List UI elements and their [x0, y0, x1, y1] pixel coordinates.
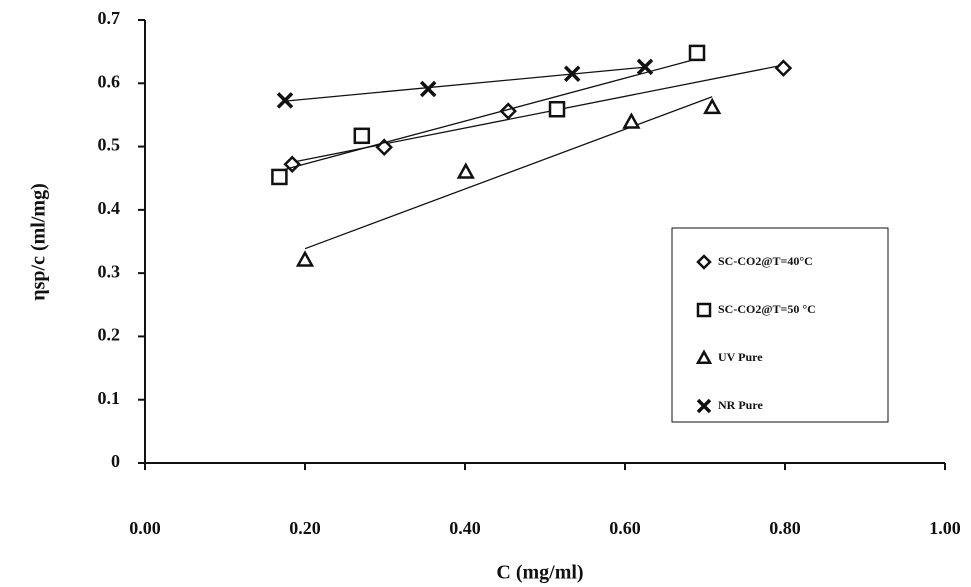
y-tick-label: 0.4	[98, 198, 121, 218]
point	[690, 46, 704, 60]
x-tick-label: 0.60	[609, 518, 641, 538]
chart: C (mg/ml) ηsp/c (ml/mg) 0 0.1 0.2 0.3 0.4 0.5…	[0, 0, 971, 587]
point	[421, 82, 435, 96]
legend-label: SC-CO2@T=50 °C	[718, 302, 816, 316]
point	[624, 115, 638, 128]
x-tick-label: 1.00	[929, 518, 961, 538]
x-tick-label: 0.40	[449, 518, 481, 538]
trend-line	[279, 59, 697, 171]
legend-label: NR Pure	[718, 398, 763, 412]
point	[355, 129, 369, 143]
y-tick-label: 0.3	[98, 261, 121, 281]
point	[298, 253, 312, 266]
point	[705, 100, 719, 113]
y-tick-label: 0.7	[98, 8, 121, 28]
trend-line	[285, 67, 645, 101]
x-tick-label: 0.20	[289, 518, 321, 538]
y-tick-label: 0.5	[98, 135, 121, 155]
point	[776, 61, 790, 75]
point	[272, 170, 286, 184]
x-tick-label: 0.00	[129, 518, 161, 538]
y-tick-label: 0	[111, 451, 120, 471]
legend-label: UV Pure	[718, 350, 763, 364]
point	[638, 60, 652, 74]
y-tick-label: 0.1	[98, 388, 121, 408]
page: {"chart_data": {"type": "scatter", "x_la…	[0, 0, 971, 587]
y-tick-label: 0.6	[98, 71, 121, 91]
y-axis-label: ηsp/c (ml/mg)	[28, 183, 50, 300]
y-tick-label: 0.2	[98, 325, 121, 345]
x-axis-label: C (mg/ml)	[496, 562, 583, 584]
point	[550, 102, 564, 116]
legend-label: SC-CO2@T=40°C	[718, 254, 813, 268]
x-tick-label: 0.80	[769, 518, 801, 538]
point	[459, 165, 473, 178]
legend-marker	[698, 304, 710, 316]
